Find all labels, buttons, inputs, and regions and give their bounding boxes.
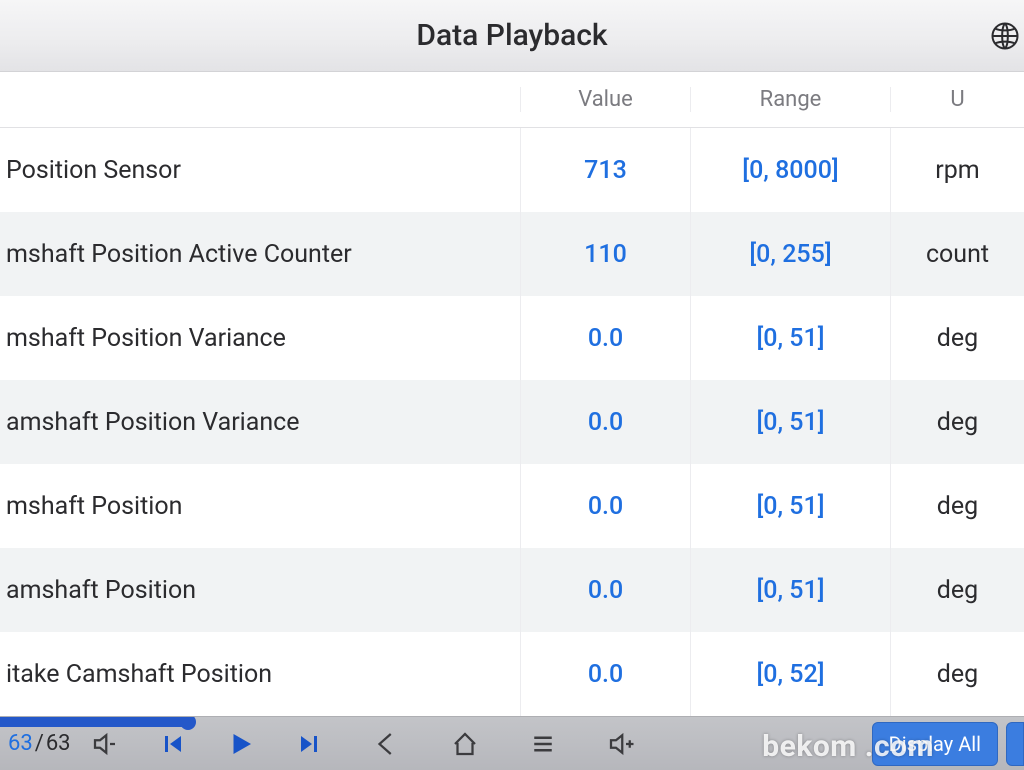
- volume-down-icon[interactable]: [81, 720, 129, 768]
- table-header-row: Value Range U: [0, 72, 1024, 128]
- table-row[interactable]: itake Camshaft Position0.0[0, 52]deg: [0, 632, 1024, 716]
- home-icon[interactable]: [441, 720, 489, 768]
- back-icon[interactable]: [363, 720, 411, 768]
- cell-range: [0, 52]: [690, 632, 890, 716]
- display-all-button[interactable]: Display All: [872, 722, 998, 766]
- cell-name: itake Camshaft Position: [0, 632, 520, 716]
- secondary-button[interactable]: [1006, 722, 1024, 766]
- table-row[interactable]: amshaft Position0.0[0, 51]deg: [0, 548, 1024, 632]
- cell-name: Position Sensor: [0, 128, 520, 212]
- menu-icon[interactable]: [519, 720, 567, 768]
- cell-range: [0, 51]: [690, 380, 890, 464]
- skip-previous-icon[interactable]: [149, 720, 197, 768]
- cell-unit: count: [890, 212, 1024, 296]
- play-icon[interactable]: [217, 720, 265, 768]
- volume-up-icon[interactable]: [597, 720, 645, 768]
- playback-toolbar: 63/63 Display All bekom .com: [0, 716, 1024, 770]
- cell-name: amshaft Position: [0, 548, 520, 632]
- cell-unit: deg: [890, 632, 1024, 716]
- cell-range: [0, 51]: [690, 464, 890, 548]
- table-row[interactable]: mshaft Position Active Counter110[0, 255…: [0, 212, 1024, 296]
- cell-unit: deg: [890, 380, 1024, 464]
- cell-value: 0.0: [520, 296, 690, 380]
- globe-icon[interactable]: [988, 19, 1022, 53]
- table-row[interactable]: mshaft Position0.0[0, 51]deg: [0, 464, 1024, 548]
- cell-unit: rpm: [890, 128, 1024, 212]
- total-frames: 63: [46, 731, 71, 756]
- cell-unit: deg: [890, 464, 1024, 548]
- cell-name: mshaft Position: [0, 464, 520, 548]
- table-row[interactable]: amshaft Position Variance0.0[0, 51]deg: [0, 380, 1024, 464]
- cell-name: amshaft Position Variance: [0, 380, 520, 464]
- table-row[interactable]: Position Sensor713[0, 8000]rpm: [0, 128, 1024, 212]
- cell-name: mshaft Position Active Counter: [0, 212, 520, 296]
- cell-range: [0, 8000]: [690, 128, 890, 212]
- cell-range: [0, 51]: [690, 548, 890, 632]
- col-header-value: Value: [520, 87, 690, 112]
- col-header-unit: U: [890, 87, 1024, 112]
- cell-value: 0.0: [520, 380, 690, 464]
- data-table: Value Range U Position Sensor713[0, 8000…: [0, 72, 1024, 716]
- title-bar: Data Playback: [0, 0, 1024, 72]
- skip-next-icon[interactable]: [285, 720, 333, 768]
- cell-range: [0, 51]: [690, 296, 890, 380]
- cell-value: 0.0: [520, 632, 690, 716]
- cell-value: 713: [520, 128, 690, 212]
- display-all-label: Display All: [889, 732, 981, 756]
- cell-name: mshaft Position Variance: [0, 296, 520, 380]
- cell-value: 0.0: [520, 548, 690, 632]
- cell-unit: deg: [890, 296, 1024, 380]
- current-frame: 63: [8, 731, 33, 756]
- cell-range: [0, 255]: [690, 212, 890, 296]
- cell-value: 0.0: [520, 464, 690, 548]
- table-body: Position Sensor713[0, 8000]rpmmshaft Pos…: [0, 128, 1024, 716]
- frame-counter: 63/63: [8, 731, 71, 756]
- cell-value: 110: [520, 212, 690, 296]
- col-header-range: Range: [690, 87, 890, 112]
- page-title: Data Playback: [416, 18, 607, 53]
- table-row[interactable]: mshaft Position Variance0.0[0, 51]deg: [0, 296, 1024, 380]
- cell-unit: deg: [890, 548, 1024, 632]
